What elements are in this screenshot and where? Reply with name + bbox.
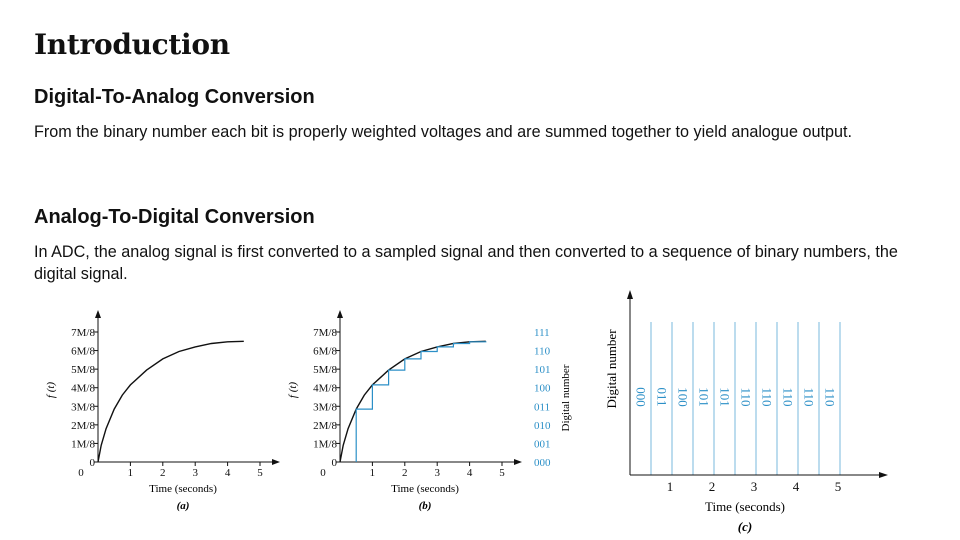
x-tick-label: 5 (835, 479, 842, 494)
digital-code: 100 (676, 387, 691, 407)
y-tick-label: 2M/8 (71, 420, 95, 432)
digital-code: 101 (697, 387, 712, 407)
figure-b-sampled-signal: 0 1M/8 2M/8 3M/8 4M/8 5M/8 6M/8 7M/8 0 1 2 3 4 5 000… (287, 310, 572, 512)
binary-level-label: 100 (534, 383, 551, 395)
y-tick-label: 4M/8 (313, 383, 337, 395)
x-axis-label: Time (seconds) (149, 483, 217, 495)
y-tick-label: 1M/8 (71, 438, 95, 450)
y-tick-label: 5M/8 (313, 364, 337, 376)
y-tick-label: 1M/8 (313, 438, 337, 450)
figure-a-analog-signal: 0 1M/8 2M/8 3M/8 4M/8 5M/8 6M/8 7M/8 0 1 2 3 4 5 f (… (45, 310, 280, 512)
figure-caption: (c) (738, 519, 752, 534)
x-tick-label: 1 (128, 467, 133, 479)
digital-code: 110 (739, 387, 754, 406)
x-tick-label: 4 (467, 467, 473, 479)
x-tick-label: 3 (192, 467, 198, 479)
digital-code: 011 (655, 387, 670, 406)
x-axis-arrow (514, 459, 522, 465)
x-axis-arrow (272, 459, 280, 465)
dac-heading: Digital-To-Analog Conversion (34, 86, 315, 108)
binary-level-label: 001 (534, 438, 551, 450)
digital-code: 110 (823, 387, 838, 406)
binary-level-label: 000 (534, 457, 551, 469)
x-axis-label: Time (seconds) (705, 499, 785, 514)
y-tick-label: 2M/8 (313, 420, 337, 432)
analog-curve-line (97, 340, 244, 463)
y-tick-label: 3M/8 (313, 401, 337, 413)
page-title: Introduction (34, 28, 230, 61)
x-tick-label: 5 (499, 467, 505, 479)
x-tick-label: 1 (370, 467, 376, 479)
x-axis-arrow (879, 472, 888, 478)
binary-level-label: 111 (534, 327, 550, 339)
x-axis-label: Time (seconds) (391, 483, 459, 495)
adc-heading: Analog-To-Digital Conversion (34, 206, 315, 228)
y-tick-label: 7M/8 (71, 327, 95, 339)
x-tick-label: 2 (160, 467, 166, 479)
x-tick-label: 3 (434, 467, 440, 479)
y-tick-label: 0 (332, 457, 338, 469)
y2-axis-label: Digital number (560, 364, 572, 431)
x-tick-label: 4 (793, 479, 800, 494)
x-tick-label: 5 (257, 467, 263, 479)
figure-caption: (a) (177, 500, 190, 512)
y-tick-label: 3M/8 (71, 401, 95, 413)
x-tick-label: 1 (667, 479, 674, 494)
figure-caption: (b) (419, 500, 432, 512)
digital-code: 110 (781, 387, 796, 406)
y-tick-label: 4M/8 (71, 383, 95, 395)
digital-code: 110 (802, 387, 817, 406)
x-tick-label: 2 (709, 479, 716, 494)
digital-code: 110 (760, 387, 775, 406)
x-tick-label: 0 (320, 467, 326, 479)
dac-description: From the binary number each bit is prope… (34, 123, 852, 141)
digital-code: 000 (634, 387, 649, 407)
y-tick-label: 0 (90, 457, 96, 469)
adc-description: In ADC, the analog signal is first conve… (34, 243, 898, 283)
y-tick-label: 5M/8 (71, 364, 95, 376)
x-tick-label: 0 (78, 467, 84, 479)
binary-level-label: 110 (534, 346, 551, 358)
sampled-staircase-line (355, 341, 487, 462)
y-axis-label: f (t) (45, 382, 57, 399)
y-tick-label: 6M/8 (71, 346, 95, 358)
y-axis-label: f (t) (287, 382, 299, 399)
digital-code: 101 (718, 387, 733, 407)
binary-level-label: 101 (534, 364, 551, 376)
x-tick-label: 2 (402, 467, 408, 479)
y-axis-label: Digital number (604, 329, 619, 409)
x-tick-label: 4 (225, 467, 231, 479)
figure-c-digital-signal: 000 011 100 101 101 110 110 110 110 110 1 2 3 4 5 Dig… (604, 290, 888, 534)
y-axis-arrow (627, 290, 633, 299)
y-tick-label: 7M/8 (313, 327, 337, 339)
y-axis-arrow (337, 310, 343, 318)
x-tick-label: 3 (751, 479, 758, 494)
binary-level-label: 011 (534, 401, 550, 413)
binary-level-label: 010 (534, 420, 551, 432)
y-tick-label: 6M/8 (313, 346, 337, 358)
y-axis-arrow (95, 310, 101, 318)
